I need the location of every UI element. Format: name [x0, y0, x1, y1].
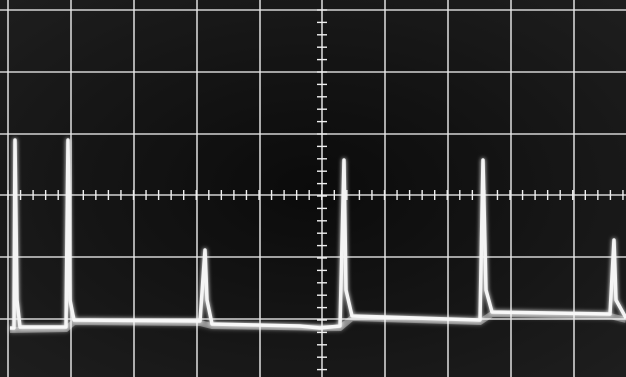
page: {} (() => { const svg = document.getElem…: [0, 0, 626, 377]
oscilloscope-screen: [0, 0, 626, 377]
